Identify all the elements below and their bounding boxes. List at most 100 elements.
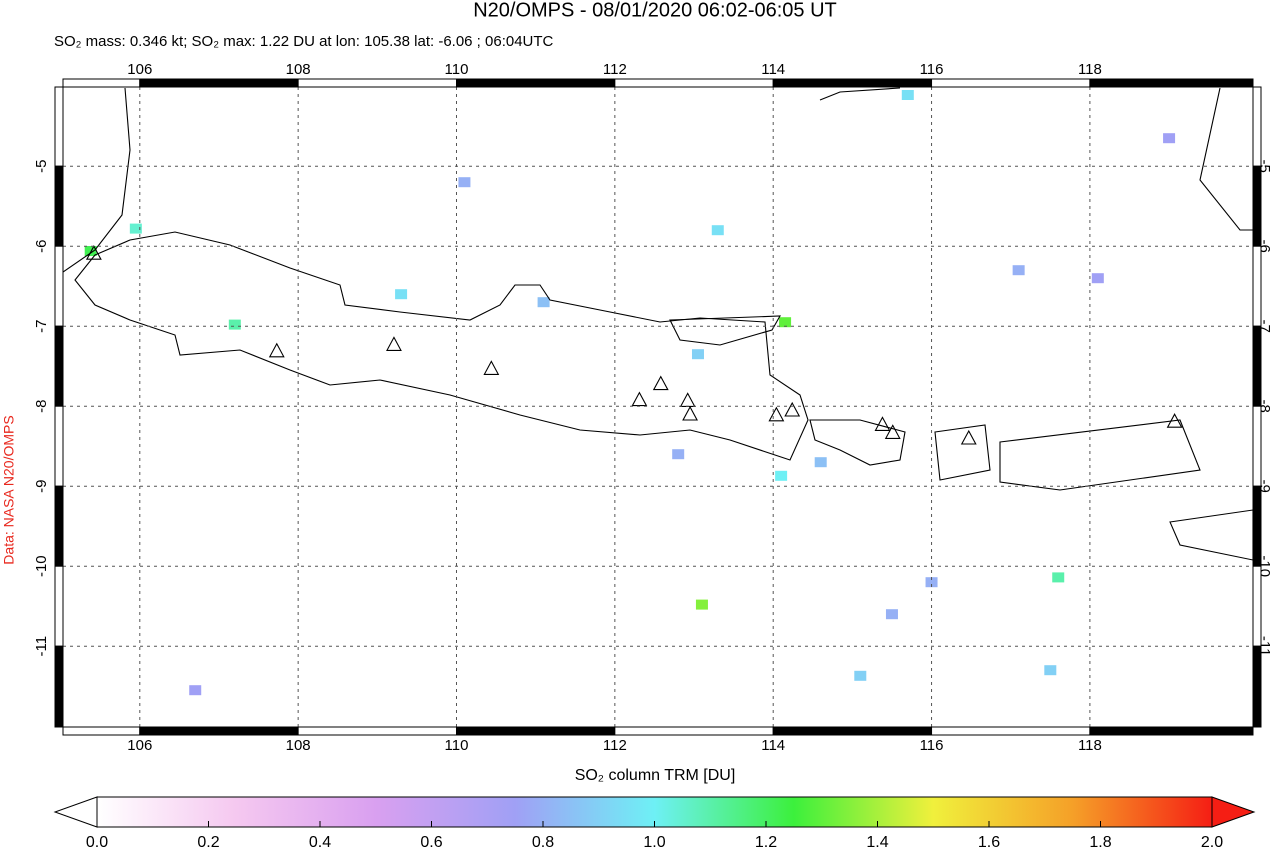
colorbar-over: [1211, 796, 1256, 828]
coastline: [669, 315, 781, 346]
volcano: [960, 429, 977, 445]
colorbar-tick-label: 1.6: [978, 834, 1000, 851]
x-tick-label: 114: [761, 737, 785, 754]
x-tick-label: 110: [445, 737, 469, 754]
so2-pixel: [1044, 665, 1057, 676]
colorbar-tick-label: 1.4: [866, 834, 888, 851]
coastline: [74, 231, 809, 461]
volcano: [682, 405, 698, 421]
colorbar-tick-label: 1.0: [643, 834, 665, 851]
volcano: [631, 391, 648, 407]
so2-pixel: [775, 470, 788, 481]
so2-pixel: [779, 317, 792, 328]
y-tick-label: -9: [33, 480, 50, 493]
coastline: [63, 87, 131, 273]
y-tick-label: -8: [33, 400, 50, 413]
frame-bar: [54, 245, 64, 327]
x-tick-label: 108: [286, 61, 311, 78]
frame-bar: [54, 485, 64, 567]
volcano: [884, 424, 901, 439]
y-tick-label: -6: [33, 240, 50, 253]
so2-pixel: [672, 449, 685, 460]
colorbar-tick-label: 1.2: [755, 834, 777, 851]
volcano: [874, 416, 891, 431]
x-tick-label: 118: [1078, 737, 1102, 754]
so2-pixel: [854, 670, 867, 681]
so2-pixel: [537, 297, 550, 308]
frame-bar: [614, 78, 774, 88]
volcano-layer: [85, 245, 1183, 445]
volcano: [1166, 413, 1183, 428]
coastline: [1169, 509, 1253, 561]
frame-bar: [1252, 405, 1262, 487]
so2-pixel: [228, 319, 241, 330]
frame-bar: [614, 726, 774, 736]
y-tick-label: -10: [33, 555, 50, 577]
volcano: [483, 360, 500, 375]
colorbar-under: [53, 796, 98, 828]
so2-pixel: [814, 457, 827, 468]
so2-pixel: [1091, 273, 1104, 284]
frame-bar: [54, 325, 64, 407]
colorbar-tick-label: 2.0: [1201, 834, 1223, 851]
so2-pixel: [458, 177, 471, 188]
y-tick-label: -5: [33, 160, 50, 173]
frame-bar: [1089, 726, 1254, 736]
so2-pixel: [885, 609, 898, 620]
so2-pixel: [691, 349, 704, 360]
volcano: [85, 245, 102, 260]
x-tick-label: 116: [920, 61, 944, 78]
coastline: [809, 419, 906, 466]
frame-bar: [1252, 165, 1262, 247]
frame-bar: [455, 78, 616, 88]
so2-pixel: [395, 289, 408, 300]
so2-pixel: [901, 90, 914, 100]
frame-bar: [54, 165, 64, 247]
frame-bar: [139, 726, 299, 736]
colorbar-tick-label: 1.8: [1089, 834, 1111, 851]
frame-bar: [931, 78, 1091, 88]
so2-pixel: [1052, 572, 1065, 583]
x-tick-label: 108: [286, 737, 311, 754]
so2-pixel: [695, 599, 708, 610]
coastlines: [63, 87, 1253, 561]
map-frame: [62, 86, 1254, 728]
x-tick-label: 106: [127, 737, 152, 754]
frame-bar: [772, 726, 933, 736]
x-tick-label: 112: [603, 737, 627, 754]
subtitle: SO₂ mass: 0.346 kt; SO₂ max: 1.22 DU at …: [54, 33, 554, 50]
frame-bar: [1089, 78, 1254, 88]
frame-bar: [1252, 245, 1262, 327]
pixel-layer: [84, 90, 1176, 696]
coastline: [999, 419, 1201, 491]
frame-bar: [1252, 325, 1262, 407]
colorbar-tick-label: 0.0: [86, 834, 108, 851]
y-tick-label: -7: [33, 320, 50, 333]
frame-bar: [1252, 565, 1262, 647]
frame-bar: [54, 86, 64, 167]
frame-bar: [455, 726, 616, 736]
so2-pixel: [1012, 265, 1025, 276]
x-tick-label: 110: [445, 61, 469, 78]
x-tick-label: 114: [761, 61, 785, 78]
frame-bar: [54, 645, 64, 728]
frame-bar: [297, 78, 457, 88]
title: N20/OMPS - 08/01/2020 06:02-06:05 UT: [473, 0, 837, 21]
so2-pixel: [925, 577, 938, 588]
frame-bar: [297, 726, 457, 736]
volcano: [768, 406, 785, 422]
volcano: [386, 336, 402, 351]
frame-bar: [931, 726, 1091, 736]
so2-pixel: [189, 685, 202, 696]
frame-bar: [1252, 485, 1262, 567]
volcano: [268, 342, 285, 358]
so2-pixel: [711, 225, 724, 236]
colorbar-tick-label: 0.8: [532, 834, 554, 851]
volcano: [652, 375, 669, 391]
x-tick-label: 116: [920, 737, 944, 754]
credit: Data: NASA N20/OMPS: [1, 415, 17, 564]
coastline: [934, 424, 991, 481]
so2-pixel: [1163, 133, 1176, 144]
y-tick-label: -11: [33, 636, 50, 657]
colorbar-label: SO₂ column TRM [DU]: [575, 767, 736, 784]
